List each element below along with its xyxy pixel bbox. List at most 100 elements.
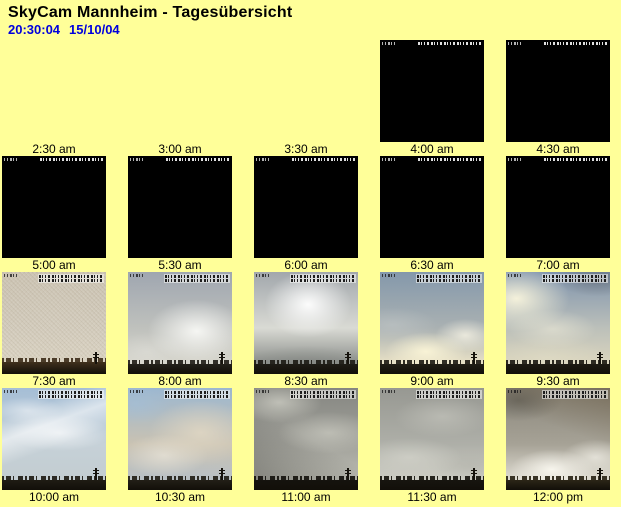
webcam-cell: 11:30 am (380, 388, 484, 504)
timestamp-overlay (254, 272, 358, 283)
timestamp-overlay (254, 156, 358, 167)
overlay-noise-line (417, 275, 481, 278)
webcam-thumbnail[interactable] (380, 156, 484, 258)
horizon-silhouette (380, 360, 484, 374)
horizon-ground (506, 480, 610, 490)
antenna-mast-icon (219, 352, 225, 364)
overlay-noise-line (291, 279, 355, 282)
timestamp-overlay (380, 388, 484, 399)
overlay-noise-line (291, 275, 355, 278)
time-label: 9:30 am (536, 374, 580, 388)
webcam-thumbnail[interactable] (380, 40, 484, 142)
time-label: 4:00 am (410, 142, 454, 156)
horizon-skyline-icon (2, 476, 106, 481)
webcam-thumbnail[interactable] (506, 388, 610, 490)
horizon-silhouette (2, 358, 106, 374)
overlay-timestamp-noise (38, 390, 104, 399)
overlay-left-noise (382, 158, 397, 161)
horizon-silhouette (128, 476, 232, 490)
time-label: 8:30 am (284, 374, 328, 388)
time-label: 10:30 am (154, 490, 206, 504)
webcam-cell-empty: 2:30 am (2, 40, 106, 156)
webcam-thumbnail[interactable] (2, 272, 106, 374)
sky-image (2, 272, 106, 374)
webcam-cell-empty: 3:00 am (128, 40, 232, 156)
timestamp-overlay (128, 388, 232, 399)
timestamp-overlay (506, 40, 610, 51)
webcam-thumbnail[interactable] (254, 388, 358, 490)
webcam-thumbnail[interactable] (128, 156, 232, 258)
antenna-mast-icon (597, 352, 603, 364)
overlay-timestamp-noise (418, 42, 482, 46)
webcam-cell: 9:00 am (380, 272, 484, 388)
overlay-noise-line (543, 275, 607, 278)
overlay-timestamp-noise (544, 42, 608, 46)
webcam-cell: 12:00 pm (506, 388, 610, 504)
webcam-thumbnail[interactable] (2, 156, 106, 258)
time-label: 7:00 am (536, 258, 580, 272)
horizon-silhouette (506, 360, 610, 374)
overlay-noise-line (39, 275, 103, 278)
antenna-mast-icon (219, 468, 225, 480)
webcam-thumbnail[interactable] (2, 388, 106, 490)
overlay-timestamp-noise (164, 390, 230, 399)
time-label: 5:00 am (32, 258, 76, 272)
webcam-thumbnail[interactable] (506, 272, 610, 374)
page-title: SkyCam Mannheim - Tagesübersicht (8, 4, 293, 21)
time-label: 6:00 am (284, 258, 328, 272)
antenna-mast-icon (345, 352, 351, 364)
webcam-cell: 8:00 am (128, 272, 232, 388)
overlay-noise-line (40, 158, 104, 161)
webcam-cell: 5:00 am (2, 156, 106, 272)
horizon-silhouette (254, 360, 358, 374)
overlay-timestamp-noise (290, 390, 356, 399)
webcam-thumbnail[interactable] (380, 272, 484, 374)
overlay-noise-line (165, 279, 229, 282)
sky-image (380, 272, 484, 374)
sky-image (506, 388, 610, 490)
timestamp-overlay (128, 156, 232, 167)
overlay-timestamp-noise (544, 158, 608, 162)
webcam-thumbnail[interactable] (506, 156, 610, 258)
overlay-noise-line (544, 158, 608, 161)
page-header: SkyCam Mannheim - Tagesübersicht 20:30:0… (0, 0, 621, 37)
horizon-skyline-icon (254, 476, 358, 481)
timestamp-overlay (2, 272, 106, 283)
horizon-ground (128, 364, 232, 374)
overlay-noise-line (39, 395, 103, 398)
antenna-mast-icon (597, 468, 603, 480)
sky-image (254, 272, 358, 374)
horizon-ground (254, 480, 358, 490)
antenna-mast-icon (471, 468, 477, 480)
overlay-noise-line (543, 279, 607, 282)
sky-image (380, 388, 484, 490)
webcam-cell: 10:00 am (2, 388, 106, 504)
webcam-cell: 8:30 am (254, 272, 358, 388)
sky-image (506, 272, 610, 374)
overlay-timestamp-noise (416, 390, 482, 399)
horizon-skyline-icon (2, 358, 106, 363)
time-label: 12:00 pm (532, 490, 584, 504)
webcam-thumbnail[interactable] (380, 388, 484, 490)
overlay-noise-line (165, 395, 229, 398)
timestamp-overlay (254, 388, 358, 399)
webcam-thumbnail[interactable] (254, 156, 358, 258)
overlay-left-noise (508, 158, 523, 161)
webcam-thumbnail[interactable] (254, 272, 358, 374)
timestamp-overlay (2, 156, 106, 167)
overlay-timestamp-noise (416, 274, 482, 283)
webcam-cell: 11:00 am (254, 388, 358, 504)
webcam-cell: 6:00 am (254, 156, 358, 272)
time-label: 11:00 am (281, 490, 331, 504)
time-label: 4:30 am (536, 142, 580, 156)
horizon-ground (254, 364, 358, 374)
overlay-left-noise (382, 274, 397, 277)
webcam-thumbnail[interactable] (128, 388, 232, 490)
overlay-left-noise (130, 390, 145, 393)
webcam-thumbnail[interactable] (506, 40, 610, 142)
overlay-noise-line (543, 395, 607, 398)
webcam-cell: 7:30 am (2, 272, 106, 388)
overlay-noise-line (543, 391, 607, 394)
overlay-noise-line (165, 391, 229, 394)
webcam-thumbnail[interactable] (128, 272, 232, 374)
